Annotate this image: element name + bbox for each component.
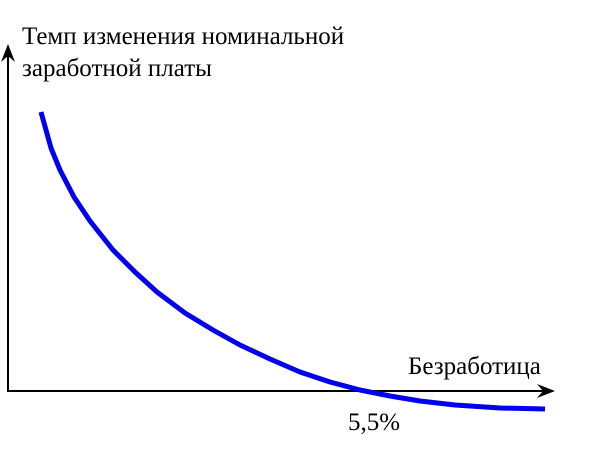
x-marker-label: 5,5% bbox=[348, 409, 400, 436]
phillips-curve bbox=[38, 111, 546, 412]
y-axis-label: заработной платы bbox=[22, 55, 212, 82]
y-axis-label: Темп изменения номинальной bbox=[22, 23, 344, 50]
y-axis-arrow bbox=[1, 44, 15, 62]
x-axis-arrow bbox=[537, 384, 555, 398]
x-axis-label: Безработица bbox=[408, 353, 541, 380]
